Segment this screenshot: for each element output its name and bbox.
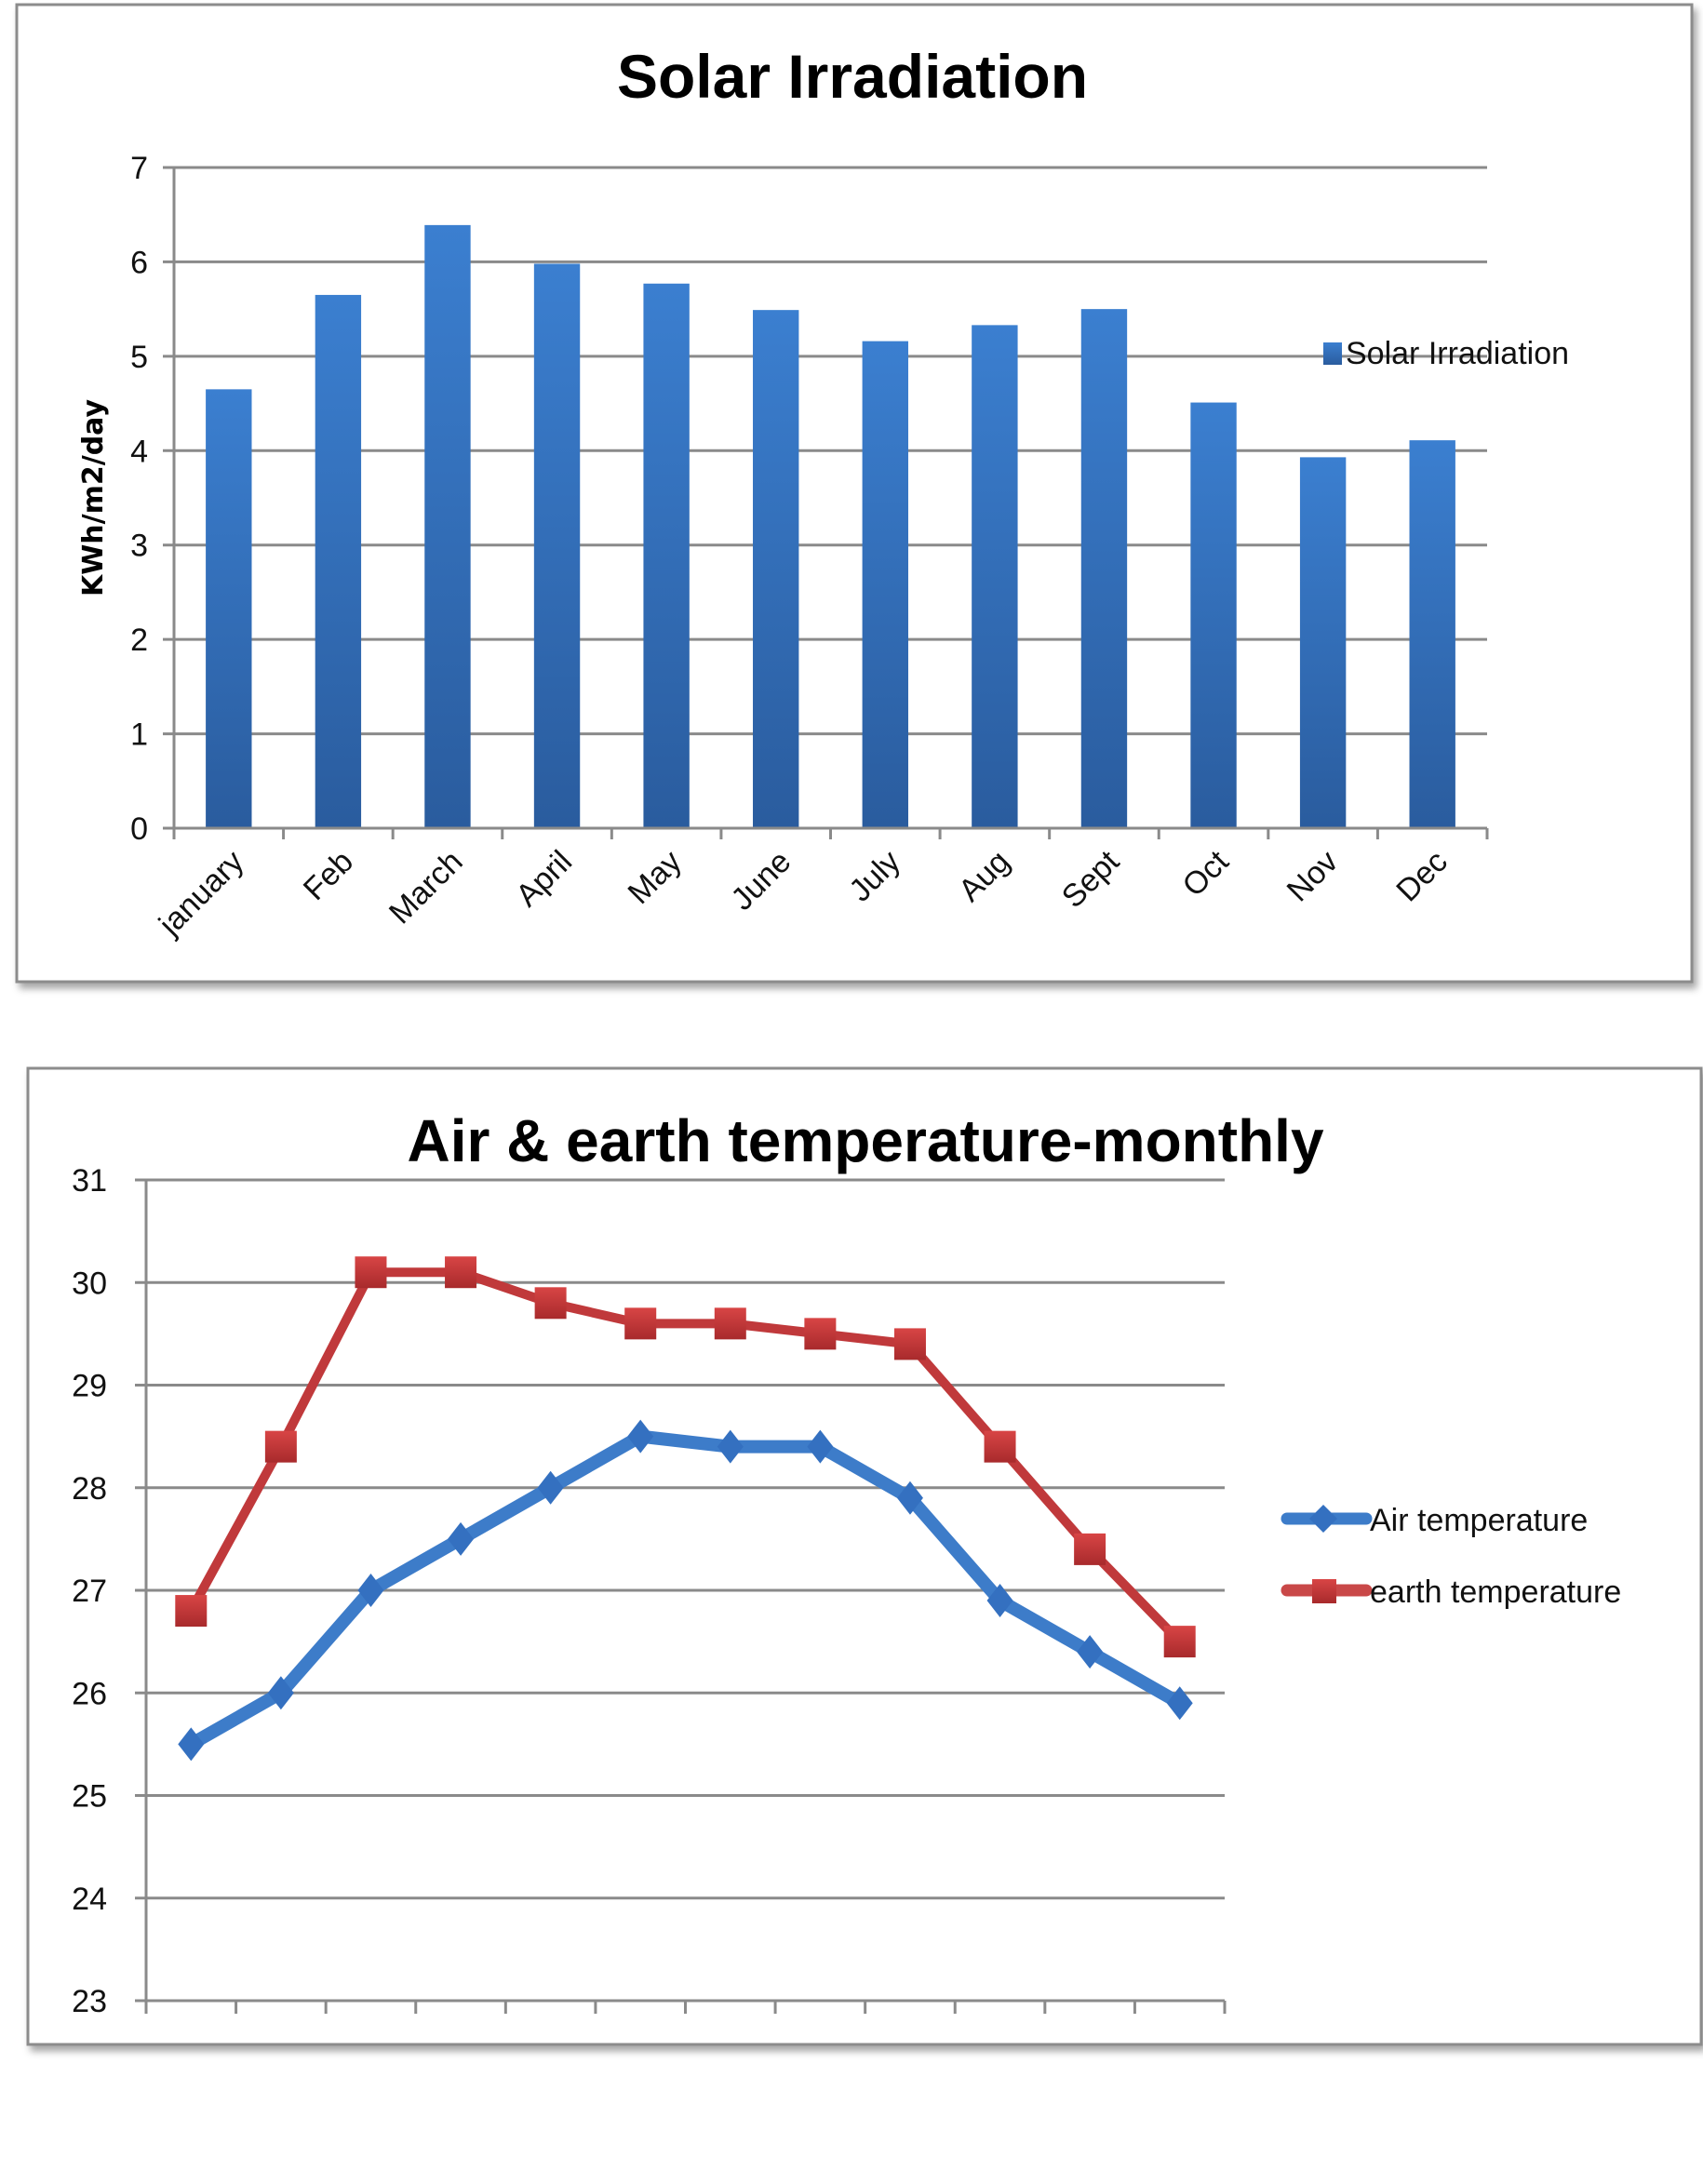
data-point-square (175, 1595, 208, 1628)
data-point-square (534, 1287, 567, 1320)
series-line (187, 1429, 1184, 1750)
y-tick-label: 1 (130, 717, 148, 753)
y-tick-label: 7 (130, 151, 148, 186)
y-tick-label: 27 (72, 1574, 107, 1609)
y-tick-label: 29 (72, 1369, 107, 1404)
data-point-diamond (627, 1419, 654, 1454)
chart1-legend: Solar Irradiation (1323, 336, 1569, 371)
data-point-diamond (717, 1429, 744, 1464)
bar (533, 263, 581, 828)
data-point-diamond (448, 1521, 475, 1556)
bar (972, 325, 1018, 828)
data-point-square (984, 1430, 1016, 1463)
legend-item-earth-temperature: earth temperature (1281, 1574, 1621, 1610)
y-tick-label: 4 (130, 434, 148, 469)
data-point-square (714, 1307, 746, 1340)
bar (315, 294, 362, 828)
y-tick-label: 26 (72, 1676, 107, 1711)
series-air-temperature (178, 1419, 1193, 1762)
chart2-series (175, 1256, 1196, 1762)
bar (862, 341, 908, 829)
y-tick-label: 24 (72, 1882, 107, 1917)
chart1-bars (206, 224, 1455, 829)
y-tick-label: 5 (130, 340, 148, 375)
series-earth-temperature (175, 1256, 1196, 1658)
y-tick-label: 28 (72, 1471, 107, 1507)
y-tick-label: 30 (72, 1266, 107, 1301)
legend-label-solar-irradiation: Solar Irradiation (1346, 336, 1569, 371)
data-point-square (445, 1256, 477, 1289)
y-tick-label: 6 (130, 245, 148, 280)
data-point-diamond (267, 1676, 294, 1710)
bar (1080, 309, 1128, 829)
legend-swatch-solar-irradiation (1323, 342, 1342, 365)
chart2-title: Air & earth temperature-monthly (407, 1107, 1323, 1174)
air-earth-temperature-chart: Air & earth temperature-monthly 23 24 25 26… (26, 1066, 1703, 2046)
legend-item-air-temperature: Air temperature (1281, 1503, 1588, 1538)
data-point-square (1163, 1626, 1196, 1658)
chart1-title: Solar Irradiation (617, 42, 1088, 111)
bar (643, 283, 690, 828)
chart1-axes (163, 167, 1489, 839)
y-tick-label: 23 (72, 1984, 107, 2019)
y-tick-label: 25 (72, 1779, 107, 1815)
chart1-gridlines (163, 166, 1487, 736)
y-tick-label: 2 (130, 623, 148, 658)
data-point-diamond (537, 1470, 564, 1505)
bar (753, 310, 799, 829)
chart2-legend: Air temperature earth temperature (1281, 1503, 1621, 1610)
legend-label-air-temperature: Air temperature (1370, 1503, 1588, 1538)
bar (1409, 440, 1455, 828)
data-point-diamond (1077, 1635, 1104, 1669)
data-point-diamond (896, 1481, 923, 1515)
data-point-square (893, 1328, 926, 1360)
data-point-square (624, 1307, 657, 1340)
bar (1299, 457, 1347, 828)
bar (206, 389, 252, 828)
data-point-square (264, 1430, 297, 1463)
series-line (186, 1267, 1184, 1645)
y-tick-label: 3 (130, 529, 148, 564)
legend-diamond-marker-icon (1309, 1505, 1337, 1533)
legend-label-earth-temperature: earth temperature (1370, 1574, 1621, 1610)
data-point-diamond (986, 1584, 1013, 1618)
data-point-diamond (357, 1574, 384, 1607)
data-point-diamond (1166, 1686, 1193, 1721)
chart1-y-tick-labels: 0 1 2 3 4 5 6 7 (130, 151, 148, 847)
data-point-square (1074, 1533, 1106, 1565)
y-tick-label: 31 (72, 1163, 107, 1199)
data-point-square (355, 1256, 387, 1289)
chart2-y-tick-labels: 23 24 25 26 27 28 29 30 31 (72, 1163, 107, 2019)
legend-square-marker-icon (1312, 1579, 1336, 1603)
bar (1190, 402, 1237, 828)
chart1-y-axis-label: KWh/m2/day (77, 399, 110, 597)
data-point-diamond (178, 1727, 205, 1762)
data-point-square (804, 1318, 837, 1350)
bar (424, 224, 471, 828)
y-tick-label: 0 (130, 811, 148, 847)
data-point-diamond (807, 1429, 834, 1464)
chart2-axes (135, 1180, 1227, 2014)
chart2-frame (26, 1066, 1703, 2046)
